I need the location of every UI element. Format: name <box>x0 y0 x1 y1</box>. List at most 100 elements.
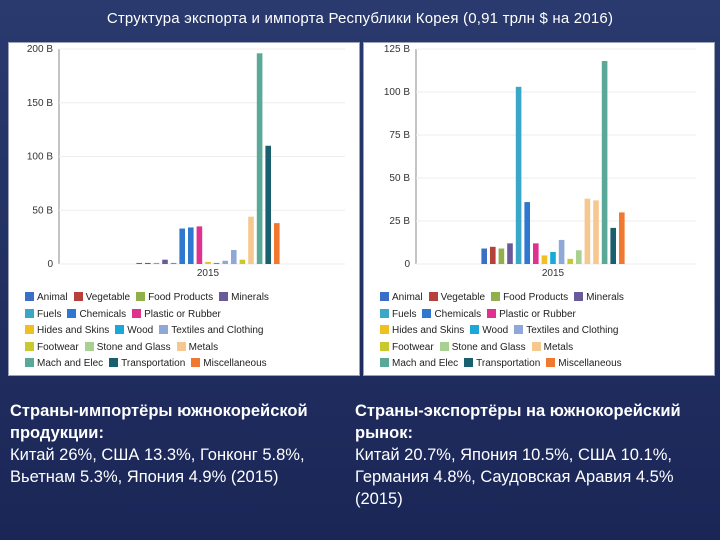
export-legend-item: Wood <box>470 323 508 340</box>
export-bar <box>490 246 496 264</box>
export-legend-item: Transportation <box>464 356 540 373</box>
import-bar <box>231 250 237 264</box>
export-bar <box>541 255 548 264</box>
import-legend-swatch <box>109 358 119 367</box>
export-legend-row: Footwear Stone and Glass Metals <box>380 340 710 357</box>
import-y-tick-label: 150 B <box>27 98 53 109</box>
import-countries-heading: Страны-импортёры южнокорейской продукции… <box>10 402 308 442</box>
import-legend-row: Mach and Elec Transportation Miscellaneous <box>25 356 355 373</box>
import-countries-list: Китай 26%, США 13.3%, Гонконг 5.8%, Вьет… <box>10 446 305 486</box>
export-legend-item: Food Products <box>491 290 568 307</box>
import-legend-item: Animal <box>25 290 68 307</box>
export-y-tick-label: 50 B <box>389 173 410 184</box>
slide-title: Структура экспорта и импорта Республики … <box>106 10 614 27</box>
import-legend-label: Metals <box>188 341 219 353</box>
import-legend-swatch <box>25 325 34 334</box>
export-legend-item: Vegetable <box>428 290 486 307</box>
import-legend-swatch <box>67 308 77 318</box>
import-legend-label: Miscellaneous <box>203 358 267 369</box>
import-bar <box>222 260 228 264</box>
export-bar <box>584 198 591 264</box>
export-legend-label: Minerals <box>586 292 624 303</box>
import-legend-swatch <box>25 292 34 301</box>
export-y-tick-label: 25 B <box>389 216 410 227</box>
import-y-tick-label: 100 B <box>27 152 53 163</box>
export-countries-list: Китай 20.7%, Япония 10.5%, США 10.1%, Ге… <box>355 446 674 508</box>
import-legend-item: Food Products <box>136 290 213 307</box>
import-legend-item: Stone and Glass <box>84 340 171 357</box>
export-legend-item: Plastic or Rubber <box>487 307 576 324</box>
import-bar <box>179 228 185 264</box>
import-bar-chart: 0 50 B 100 B 150 B 200 B 2015 <box>27 44 345 279</box>
export-legend-item: Minerals <box>574 290 624 307</box>
export-chart-panel: 0 25 B 50 B 75 B 100 B 125 B 2015 Animal Vegeta… <box>363 42 715 376</box>
import-legend-swatch <box>25 358 34 367</box>
import-bar <box>196 226 203 264</box>
export-bar <box>524 202 530 264</box>
export-legend-swatch <box>546 358 556 367</box>
export-legend-row: Mach and Elec Transportation Miscellaneous <box>380 356 710 373</box>
import-legend-swatch <box>115 325 125 334</box>
export-y-tick-label: 75 B <box>389 130 410 141</box>
export-bar <box>498 248 505 264</box>
import-legend-label: Transportation <box>121 358 186 369</box>
export-chart-legend: Animal Vegetable Food Products Minerals Fuel… <box>380 290 710 373</box>
export-legend-swatch <box>574 292 584 301</box>
import-legend-row: Fuels Chemicals Plastic or Rubber <box>25 307 355 324</box>
import-bar <box>145 262 151 264</box>
export-bar <box>619 212 625 264</box>
import-countries-text: Страны-импортёры южнокорейской продукции… <box>10 400 350 488</box>
import-chart-legend: Animal Vegetable Food Products Minerals Fuel… <box>25 290 355 373</box>
import-bar <box>205 261 211 264</box>
import-legend-label: Textiles and Clothing <box>171 325 264 336</box>
export-legend-swatch <box>491 292 501 301</box>
import-legend-item: Minerals <box>219 290 269 307</box>
export-legend-swatch <box>531 341 541 351</box>
import-y-tick-label: 200 B <box>27 44 53 55</box>
export-legend-item: Miscellaneous <box>546 356 622 373</box>
import-legend-swatch <box>73 292 83 301</box>
import-chart-panel: 0 50 B 100 B 150 B 200 B 2015 Animal Vegetable… <box>8 42 360 376</box>
export-legend-item: Hides and Skins <box>380 323 464 340</box>
import-legend-item: Plastic or Rubber <box>132 307 221 324</box>
export-legend-swatch <box>380 292 389 301</box>
import-bar <box>136 262 142 264</box>
export-legend-item: Animal <box>380 290 423 307</box>
export-y-tick-label: 125 B <box>384 44 410 55</box>
import-bar <box>153 262 160 264</box>
import-legend-label: Plastic or Rubber <box>144 308 221 320</box>
export-bar <box>601 61 608 264</box>
import-legend-item: Transportation <box>109 356 185 373</box>
import-legend-label: Stone and Glass <box>96 341 171 353</box>
import-legend-row: Hides and Skins Wood Textiles and Clothing <box>25 323 355 340</box>
export-bar-chart: 0 25 B 50 B 75 B 100 B 125 B 2015 <box>384 44 696 279</box>
export-legend-label: Stone and Glass <box>451 341 526 353</box>
export-legend-label: Miscellaneous <box>558 358 622 369</box>
import-bar <box>239 259 246 264</box>
import-legend-label: Food Products <box>148 292 214 303</box>
export-legend-item: Textiles and Clothing <box>514 323 619 340</box>
import-x-tick-label: 2015 <box>197 268 220 279</box>
export-x-tick-label: 2015 <box>542 268 565 279</box>
import-legend-swatch <box>159 325 169 334</box>
export-legend-swatch <box>380 358 389 367</box>
export-countries-heading: Страны-экспортёры на южнокорейский рынок… <box>355 402 681 442</box>
export-legend-label: Metals <box>543 341 574 353</box>
export-bar <box>550 251 556 264</box>
import-legend-item: Textiles and Clothing <box>159 323 264 340</box>
import-bar <box>170 262 177 264</box>
export-legend-label: Vegetable <box>440 292 486 303</box>
import-legend-item: Chemicals <box>67 307 126 324</box>
export-legend-label: Food Products <box>503 292 569 303</box>
export-legend-swatch <box>439 341 449 351</box>
export-legend-swatch <box>380 325 389 334</box>
import-legend-swatch <box>25 308 34 318</box>
import-legend-item: Vegetable <box>73 290 130 307</box>
export-legend-item: Footwear <box>380 340 434 357</box>
export-legend-label: Transportation <box>476 358 541 369</box>
import-legend-label: Wood <box>127 325 154 336</box>
export-legend-item: Metals <box>531 340 574 357</box>
export-legend-swatch <box>380 341 389 351</box>
export-legend-row: Hides and Skins Wood Textiles and Clothing <box>380 323 710 340</box>
import-bar <box>265 145 271 264</box>
